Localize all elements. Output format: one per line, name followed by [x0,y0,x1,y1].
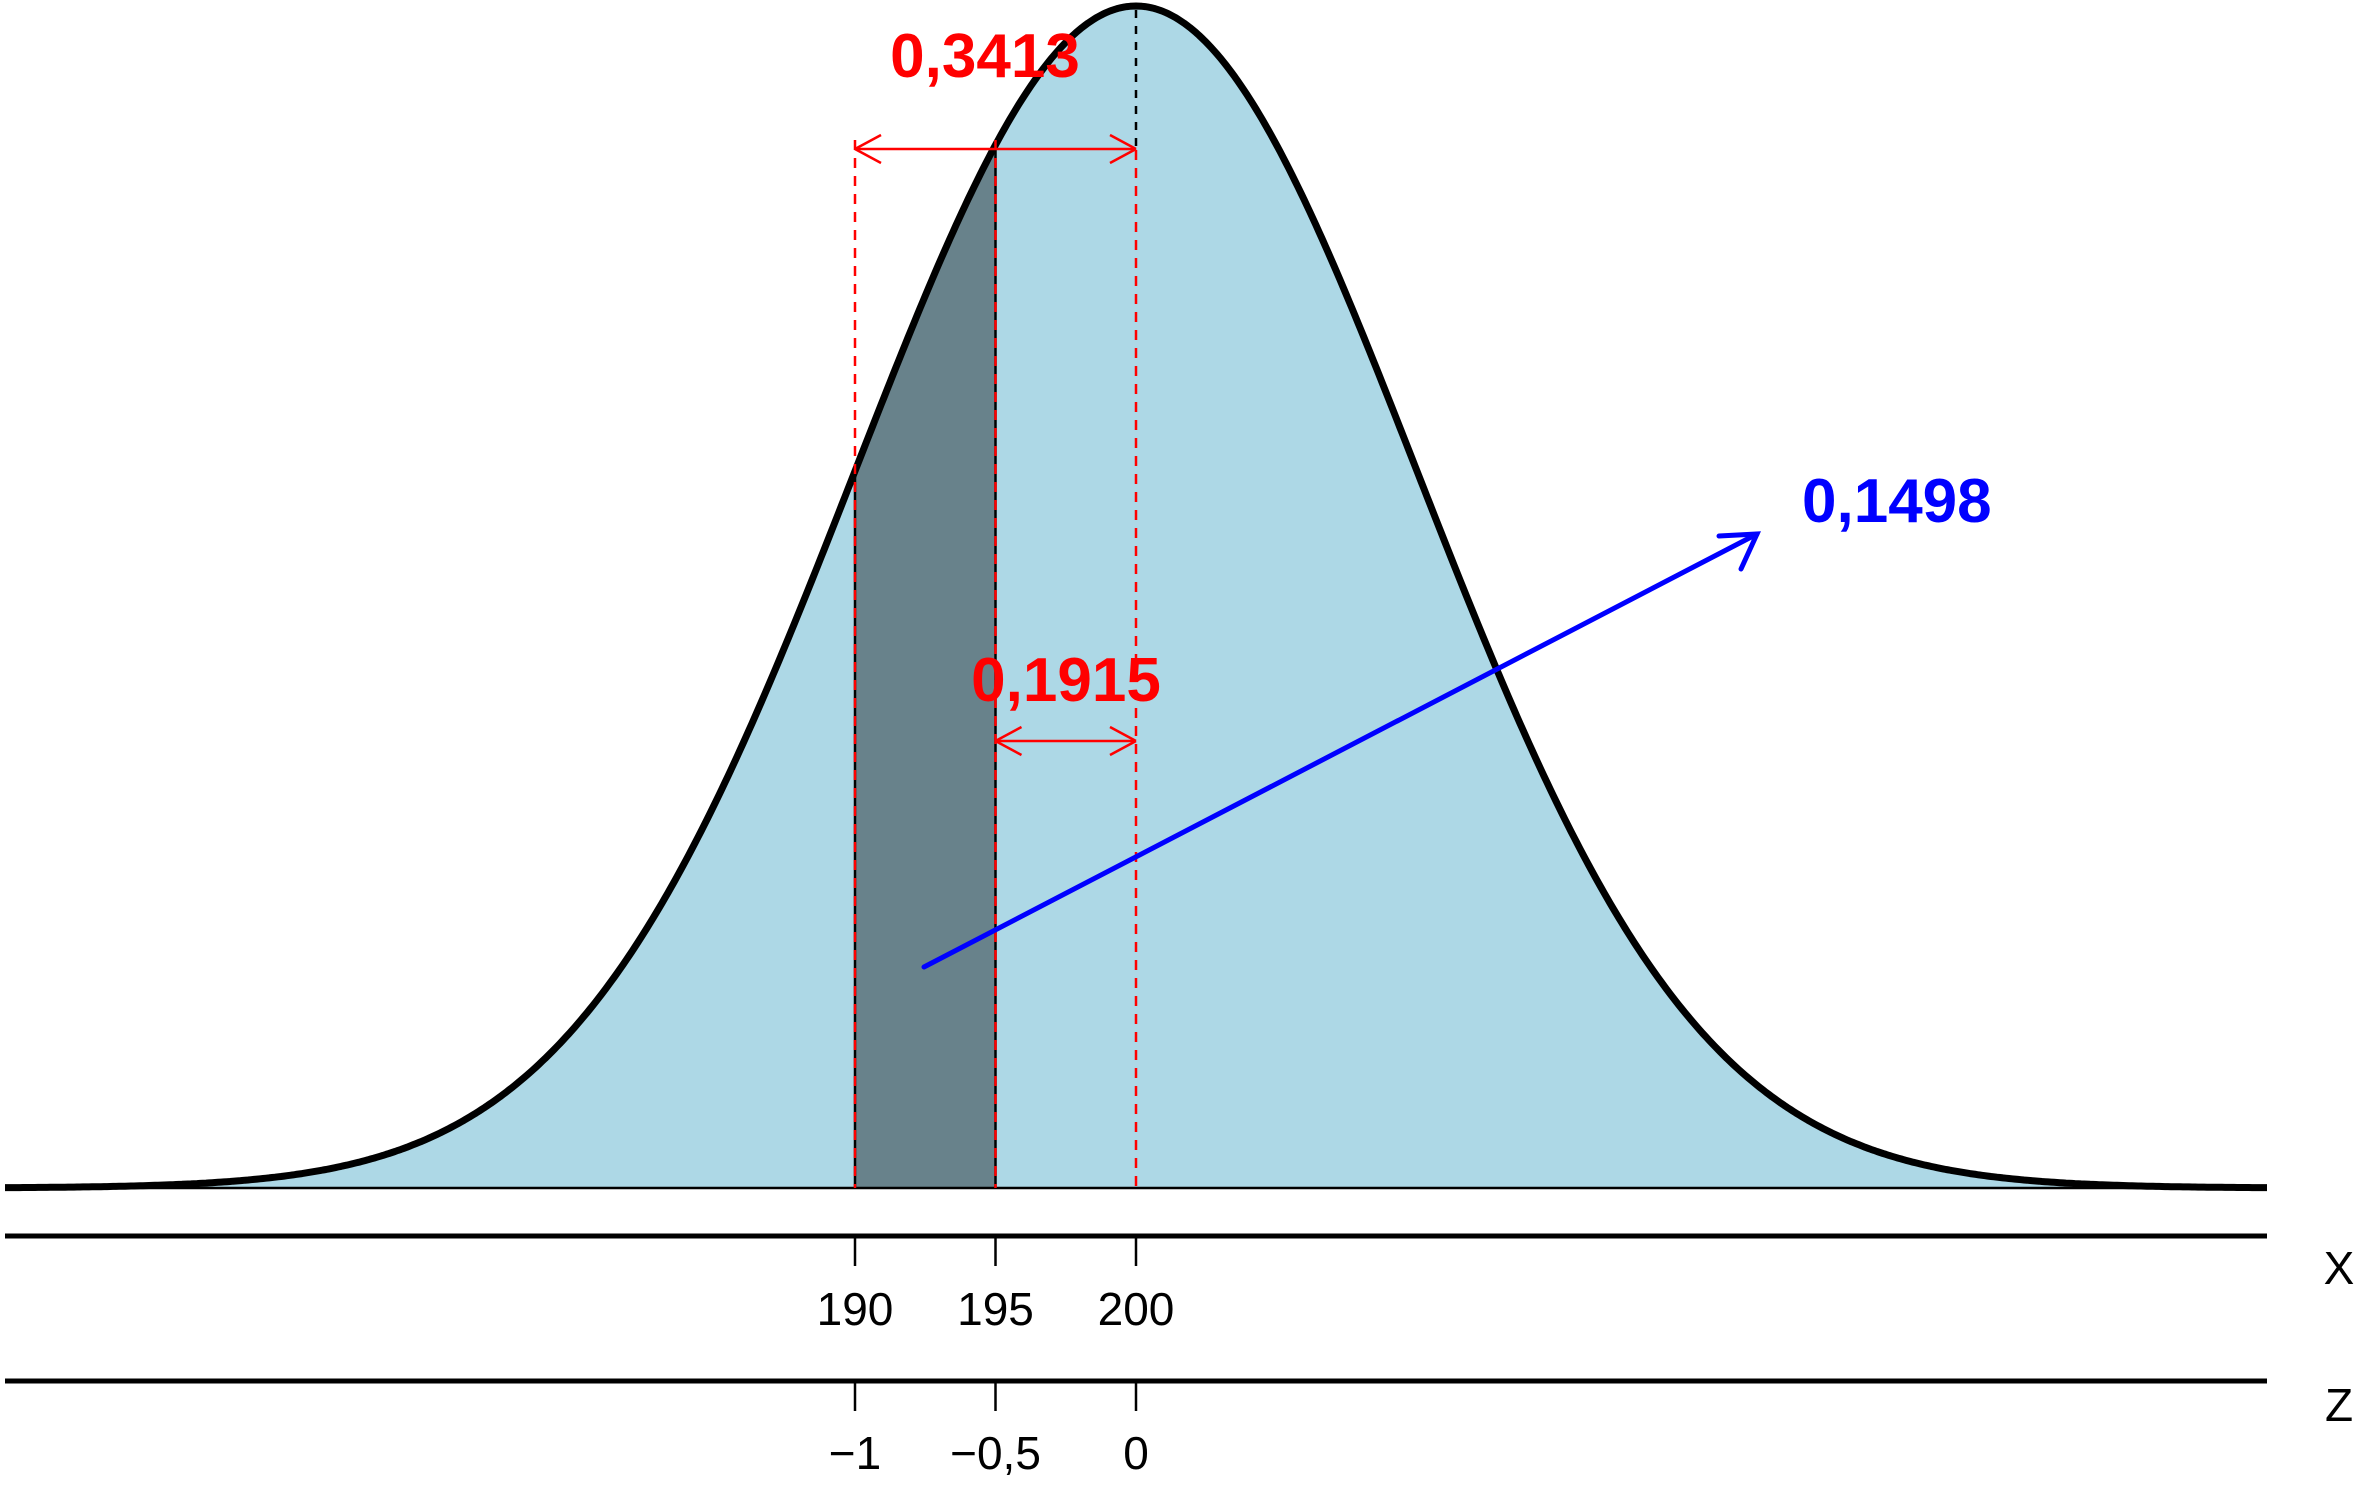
x-axis-ticks [853,1236,1138,1266]
x-tick-label: 195 [957,1283,1034,1335]
arrow-pointer-shaded-area [921,531,1761,970]
z-axis: Z −1 −0,5 0 [5,1378,2353,1479]
arrow-195-to-200 [994,725,1137,757]
x-axis: X 190 195 200 [5,1233,2355,1335]
label-area-190-200: 0,3413 [890,22,1080,91]
arrow-segment [1109,147,1137,165]
z-tick-label: 0 [1123,1427,1149,1479]
x-tick-label: 200 [1098,1283,1175,1335]
z-tick-label: −0,5 [950,1427,1041,1479]
arrow-segment [854,147,882,165]
x-axis-name: X [2324,1242,2355,1294]
arrow-shaft [921,531,1760,970]
label-area-190-195: 0,1498 [1802,467,1992,536]
arrow-segment [994,725,1023,743]
arrow-head [1716,531,1761,572]
shaded-region-190-195 [855,144,996,1188]
arrow-segment [854,133,882,151]
z-tick-label: −1 [829,1427,881,1479]
arrow-segment [1109,739,1137,757]
arrow-segment [1109,725,1137,743]
arrow-190-to-200 [854,133,1137,165]
z-axis-name: Z [2325,1379,2353,1431]
x-tick-label: 190 [817,1283,894,1335]
label-area-195-200: 0,1915 [971,646,1161,715]
z-axis-ticks [853,1381,1138,1411]
curve-fill-area [5,6,2267,1188]
arrow-segment [994,739,1023,757]
density-curve [4,2,2268,1192]
arrow-segment [1109,133,1137,151]
